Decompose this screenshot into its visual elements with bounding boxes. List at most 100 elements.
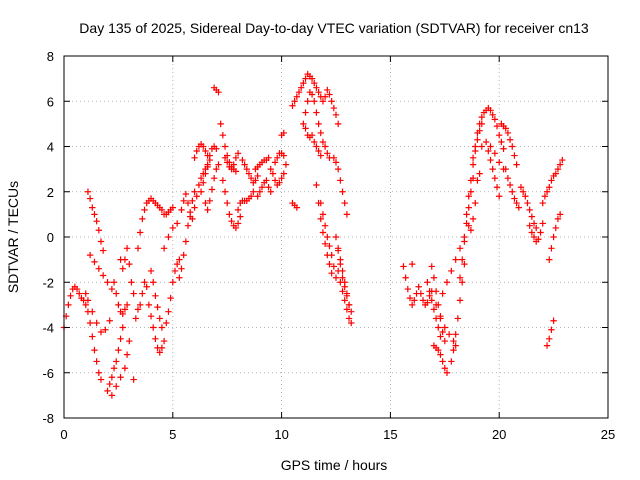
- data-point: [345, 301, 353, 309]
- data-point: [308, 131, 316, 139]
- data-point: [315, 89, 322, 96]
- data-point: [110, 279, 118, 286]
- data-point: [548, 326, 555, 333]
- data-point: [76, 290, 83, 297]
- data-point: [461, 238, 468, 245]
- data-point: [341, 283, 348, 290]
- data-point: [108, 374, 116, 381]
- data-point: [550, 233, 557, 241]
- data-point: [213, 145, 220, 152]
- data-point: [141, 279, 148, 286]
- data-point: [156, 315, 163, 322]
- data-point: [169, 224, 176, 232]
- data-point: [67, 292, 74, 300]
- data-point: [337, 260, 344, 268]
- data-point: [176, 274, 183, 281]
- data-point: [95, 265, 103, 272]
- data-point: [117, 335, 124, 343]
- data-point: [550, 317, 557, 324]
- data-point: [465, 204, 472, 211]
- data-point: [136, 301, 144, 309]
- data-point: [448, 358, 455, 365]
- data-point: [289, 102, 296, 109]
- data-point: [293, 204, 301, 211]
- data-point: [178, 206, 185, 214]
- data-point: [311, 79, 318, 87]
- data-points: [60, 70, 566, 399]
- data-point: [554, 165, 562, 173]
- data-point: [546, 335, 553, 343]
- data-point: [99, 247, 107, 254]
- data-point: [343, 306, 351, 313]
- data-point: [239, 156, 246, 164]
- data-point: [493, 184, 501, 191]
- data-point: [456, 297, 464, 304]
- data-point: [150, 324, 157, 331]
- data-point: [230, 161, 237, 168]
- data-point: [556, 161, 564, 168]
- data-point: [197, 188, 205, 195]
- data-point: [554, 215, 562, 223]
- data-point: [224, 159, 231, 166]
- data-point: [517, 184, 525, 191]
- data-point: [182, 190, 190, 198]
- data-point: [330, 104, 338, 112]
- data-point: [123, 351, 131, 358]
- data-point: [150, 279, 157, 286]
- data-point: [165, 233, 172, 241]
- data-point: [408, 301, 416, 309]
- data-point: [332, 274, 340, 281]
- data-point: [537, 229, 544, 236]
- data-point: [156, 349, 163, 356]
- data-point: [291, 98, 298, 105]
- data-point: [541, 193, 549, 200]
- data-point: [269, 170, 277, 177]
- data-point: [308, 75, 316, 82]
- data-point: [546, 184, 553, 191]
- data-point: [84, 297, 92, 304]
- data-point: [332, 159, 340, 166]
- data-point: [311, 138, 318, 146]
- data-point: [509, 143, 516, 150]
- data-point: [115, 301, 122, 309]
- data-point: [524, 199, 531, 207]
- data-point: [169, 204, 176, 211]
- data-point: [317, 129, 324, 137]
- data-point: [89, 308, 96, 315]
- data-point: [448, 267, 455, 275]
- data-point: [317, 199, 324, 207]
- data-point: [95, 369, 103, 376]
- y-tick-label: 0: [47, 230, 54, 245]
- data-point: [472, 199, 479, 207]
- data-point: [254, 172, 261, 180]
- data-point: [65, 301, 72, 309]
- data-point: [132, 315, 140, 322]
- data-point: [315, 147, 322, 155]
- data-point: [487, 156, 494, 164]
- data-point: [139, 215, 146, 223]
- data-point: [247, 193, 255, 200]
- data-point: [430, 274, 438, 281]
- data-point: [173, 220, 181, 227]
- data-point: [152, 335, 159, 343]
- data-point: [119, 324, 126, 331]
- data-point: [526, 222, 533, 229]
- data-point: [498, 138, 505, 146]
- data-point: [167, 294, 174, 302]
- data-point: [232, 154, 240, 162]
- data-point: [496, 131, 503, 139]
- data-point: [474, 136, 481, 143]
- data-point: [152, 292, 159, 300]
- data-point: [163, 319, 170, 327]
- data-point: [491, 174, 499, 182]
- data-point: [317, 152, 324, 159]
- data-point: [332, 111, 340, 119]
- data-point: [511, 195, 518, 202]
- data-point: [452, 256, 459, 263]
- x-tick-label: 5: [169, 427, 176, 442]
- axis-ticks: [63, 55, 609, 419]
- data-point: [210, 174, 218, 182]
- data-point: [443, 369, 451, 376]
- data-point: [182, 238, 190, 245]
- y-tick-label: 6: [47, 94, 54, 109]
